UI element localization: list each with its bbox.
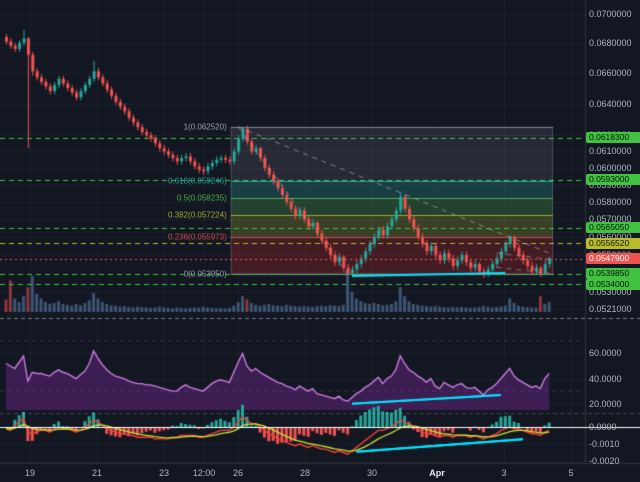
price-level-badge: 0.0565050 [586,222,640,234]
price-level-badge: 0.0547900 [586,253,640,265]
fib-level-label: 0(0.053950) [183,269,227,279]
time-label: 21 [91,468,103,478]
price-tick-label: 0.0700000 [589,9,632,19]
price-level-badge: 0.0556520 [586,237,640,249]
rsi-tick-label: 60.0000 [589,348,622,359]
price-tick-label: 0.0580000 [589,196,632,207]
time-label: 12:00 [192,468,216,478]
time-label: 3 [501,468,507,478]
macd-tick-label: 0.0000 [589,422,617,432]
price-level-badge: 0.0534000 [586,278,640,290]
price-level-badge: 0.0593000 [586,174,640,186]
rsi-tick-label: 40.0000 [589,373,622,384]
price-tick-label: 0.0660000 [589,67,632,78]
time-label: Apr [429,468,445,478]
time-label: 30 [366,468,378,478]
macd-tick-label: -0.0020 [589,456,620,466]
time-label: 5 [568,468,574,478]
fib-level-label: 0.618(0.059246) [168,176,227,186]
fib-level-label: 1(0.062520) [183,122,227,132]
fib-level-label: 0.382(0.057224) [168,210,227,220]
price-tick-label: 0.0600000 [589,162,632,173]
macd-tick-label: -0.0010 [589,439,620,449]
time-label: 23 [158,468,170,478]
price-tick-label: 0.0521000 [589,304,632,315]
price-tick-label: 0.0640000 [589,98,632,109]
price-level-badge: 0.0539850 [586,268,640,280]
price-tick-label: 0.0680000 [589,37,632,48]
fib-level-label: 0.5(0.058235) [176,193,227,203]
price-tick-label: 0.0570000 [589,214,632,225]
time-label: 26 [232,468,244,478]
price-tick-label: 0.0610000 [589,146,632,157]
fib-level-label: 0.236(0.055973) [168,232,227,242]
price-level-badge: 0.0618300 [586,132,640,144]
rsi-tick-label: 20.0000 [589,398,622,409]
price-tick-label: 0.0560000 [589,231,632,242]
time-label: 19 [24,468,36,478]
price-tick-label: 0.0530000 [589,286,632,297]
time-label: 28 [299,468,311,478]
